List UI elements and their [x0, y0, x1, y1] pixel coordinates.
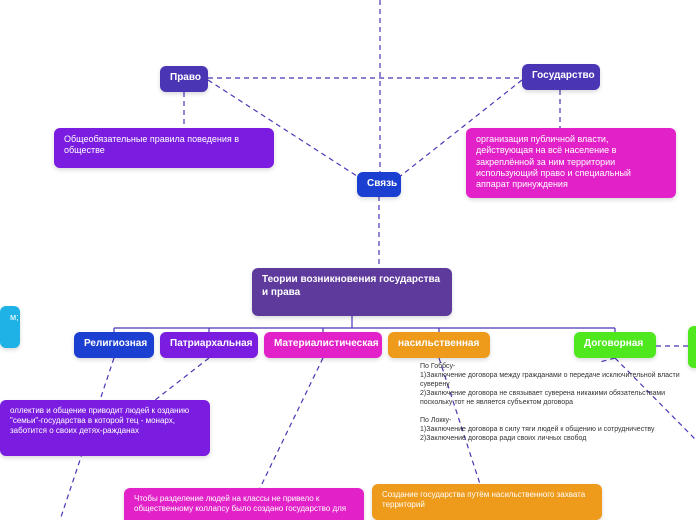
- node-patriarh_desc: оллектив и общение приводит людей к озда…: [0, 400, 210, 456]
- node-dogovor: Договорная: [574, 332, 656, 358]
- node-patriarh: Патриархальная: [160, 332, 258, 358]
- node-gosudarstvo: Государство: [522, 64, 600, 90]
- node-material: Материалистическая: [264, 332, 382, 358]
- textblock-hobbes: По Гоббсу-1)Заключение договора между гр…: [420, 362, 680, 407]
- node-edgecut2: За ме се: [688, 326, 696, 368]
- node-theories: Теории возникновения государства и права: [252, 268, 452, 316]
- node-material_desc: Чтобы разделение людей на классы не прив…: [124, 488, 364, 520]
- textblock-locke: По Локку-1)Заключение договора в силу тя…: [420, 416, 680, 443]
- node-pravo: Право: [160, 66, 208, 92]
- node-edgecut: м;: [0, 306, 20, 348]
- node-nasil_desc: Создание государства путём насильственно…: [372, 484, 602, 520]
- node-gos_desc: организация публичной власти, действующа…: [466, 128, 676, 198]
- node-nasil: насильственная: [388, 332, 490, 358]
- node-svyaz: Связь: [357, 172, 401, 197]
- node-pravo_desc: Общеобязательные правила поведения в общ…: [54, 128, 274, 168]
- node-religioznaya: Религиозная: [74, 332, 154, 358]
